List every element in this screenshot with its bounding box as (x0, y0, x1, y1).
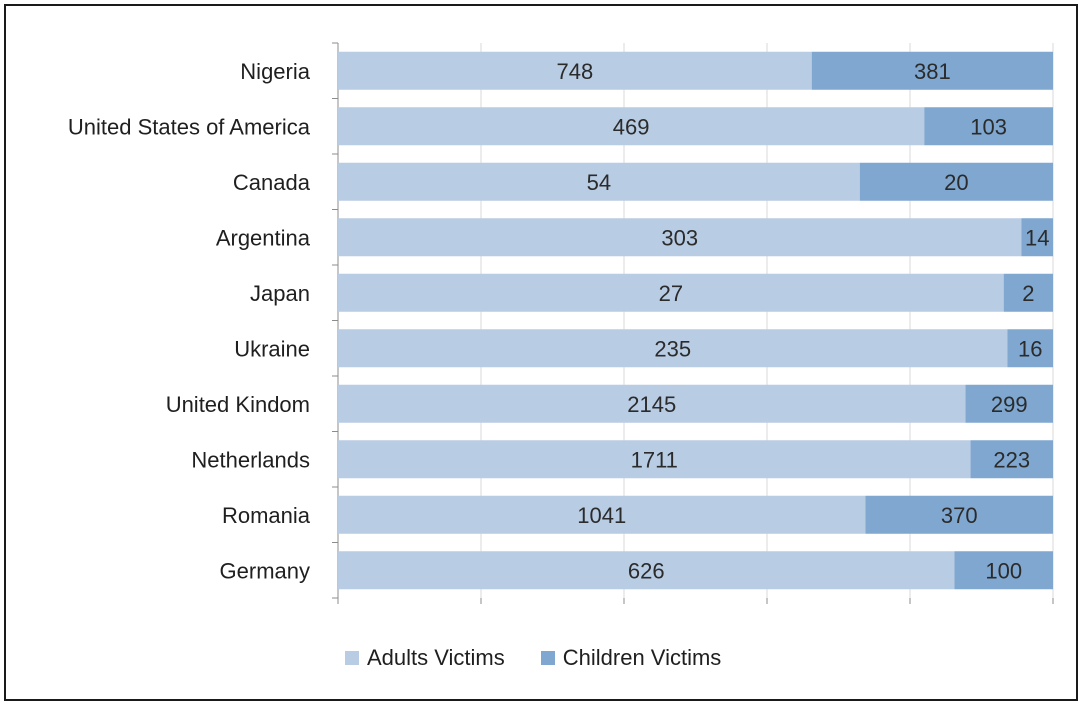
legend-item-adults: Adults Victims (345, 645, 505, 671)
data-label-children: 299 (991, 392, 1028, 417)
data-label-children: 103 (970, 114, 1007, 139)
category-label: Argentina (216, 225, 311, 250)
bar-children (954, 551, 1053, 590)
bar-children (1003, 273, 1053, 312)
data-label-children: 381 (914, 59, 951, 84)
bar-adults (338, 273, 1004, 312)
category-label: Romania (222, 503, 311, 528)
category-label: United Kindom (166, 392, 310, 417)
category-label: Netherlands (191, 447, 310, 472)
category-label: Germany (220, 558, 310, 583)
bar-children (965, 384, 1053, 423)
data-label-children: 2 (1022, 281, 1034, 306)
category-label: Ukraine (234, 336, 310, 361)
bar-adults (338, 384, 966, 423)
bar-adults (338, 218, 1022, 257)
data-label-children: 20 (944, 170, 968, 195)
data-label-adults: 54 (587, 170, 611, 195)
category-label: United States of America (68, 114, 311, 139)
bar-children (970, 440, 1053, 479)
bar-children (811, 51, 1053, 90)
data-label-adults: 303 (661, 225, 698, 250)
bar-adults (338, 51, 812, 90)
legend-label-children: Children Victims (562, 645, 722, 670)
bar-adults (338, 329, 1008, 368)
category-label: Japan (250, 281, 310, 306)
data-label-children: 223 (993, 447, 1030, 472)
bar-adults (338, 162, 860, 201)
bar-children (859, 162, 1053, 201)
bar-children (1021, 218, 1053, 257)
data-label-children: 370 (941, 503, 978, 528)
data-label-adults: 27 (659, 281, 683, 306)
data-label-children: 16 (1018, 336, 1042, 361)
bar-adults (338, 440, 971, 479)
data-label-adults: 626 (628, 558, 665, 583)
category-label: Canada (233, 170, 311, 195)
bar-children (924, 107, 1053, 146)
legend: Adults Victims Children Victims (345, 645, 757, 671)
category-label: Nigeria (240, 59, 310, 84)
data-label-adults: 2145 (627, 392, 676, 417)
data-label-adults: 748 (556, 59, 593, 84)
legend-swatch-adults (345, 651, 359, 665)
legend-label-adults: Adults Victims (367, 645, 505, 670)
data-label-children: 14 (1025, 225, 1049, 250)
bar-adults (338, 495, 866, 534)
bar-adults (338, 551, 955, 590)
bar-children (1007, 329, 1053, 368)
bar-adults (338, 107, 925, 146)
data-label-adults: 1711 (631, 447, 678, 472)
data-label-adults: 235 (654, 336, 691, 361)
data-label-adults: 469 (613, 114, 650, 139)
data-label-adults: 1041 (577, 503, 626, 528)
data-label-children: 100 (985, 558, 1022, 583)
bar-children (865, 495, 1053, 534)
legend-swatch-children (540, 651, 555, 665)
legend-item-children: Children Victims (540, 645, 722, 671)
